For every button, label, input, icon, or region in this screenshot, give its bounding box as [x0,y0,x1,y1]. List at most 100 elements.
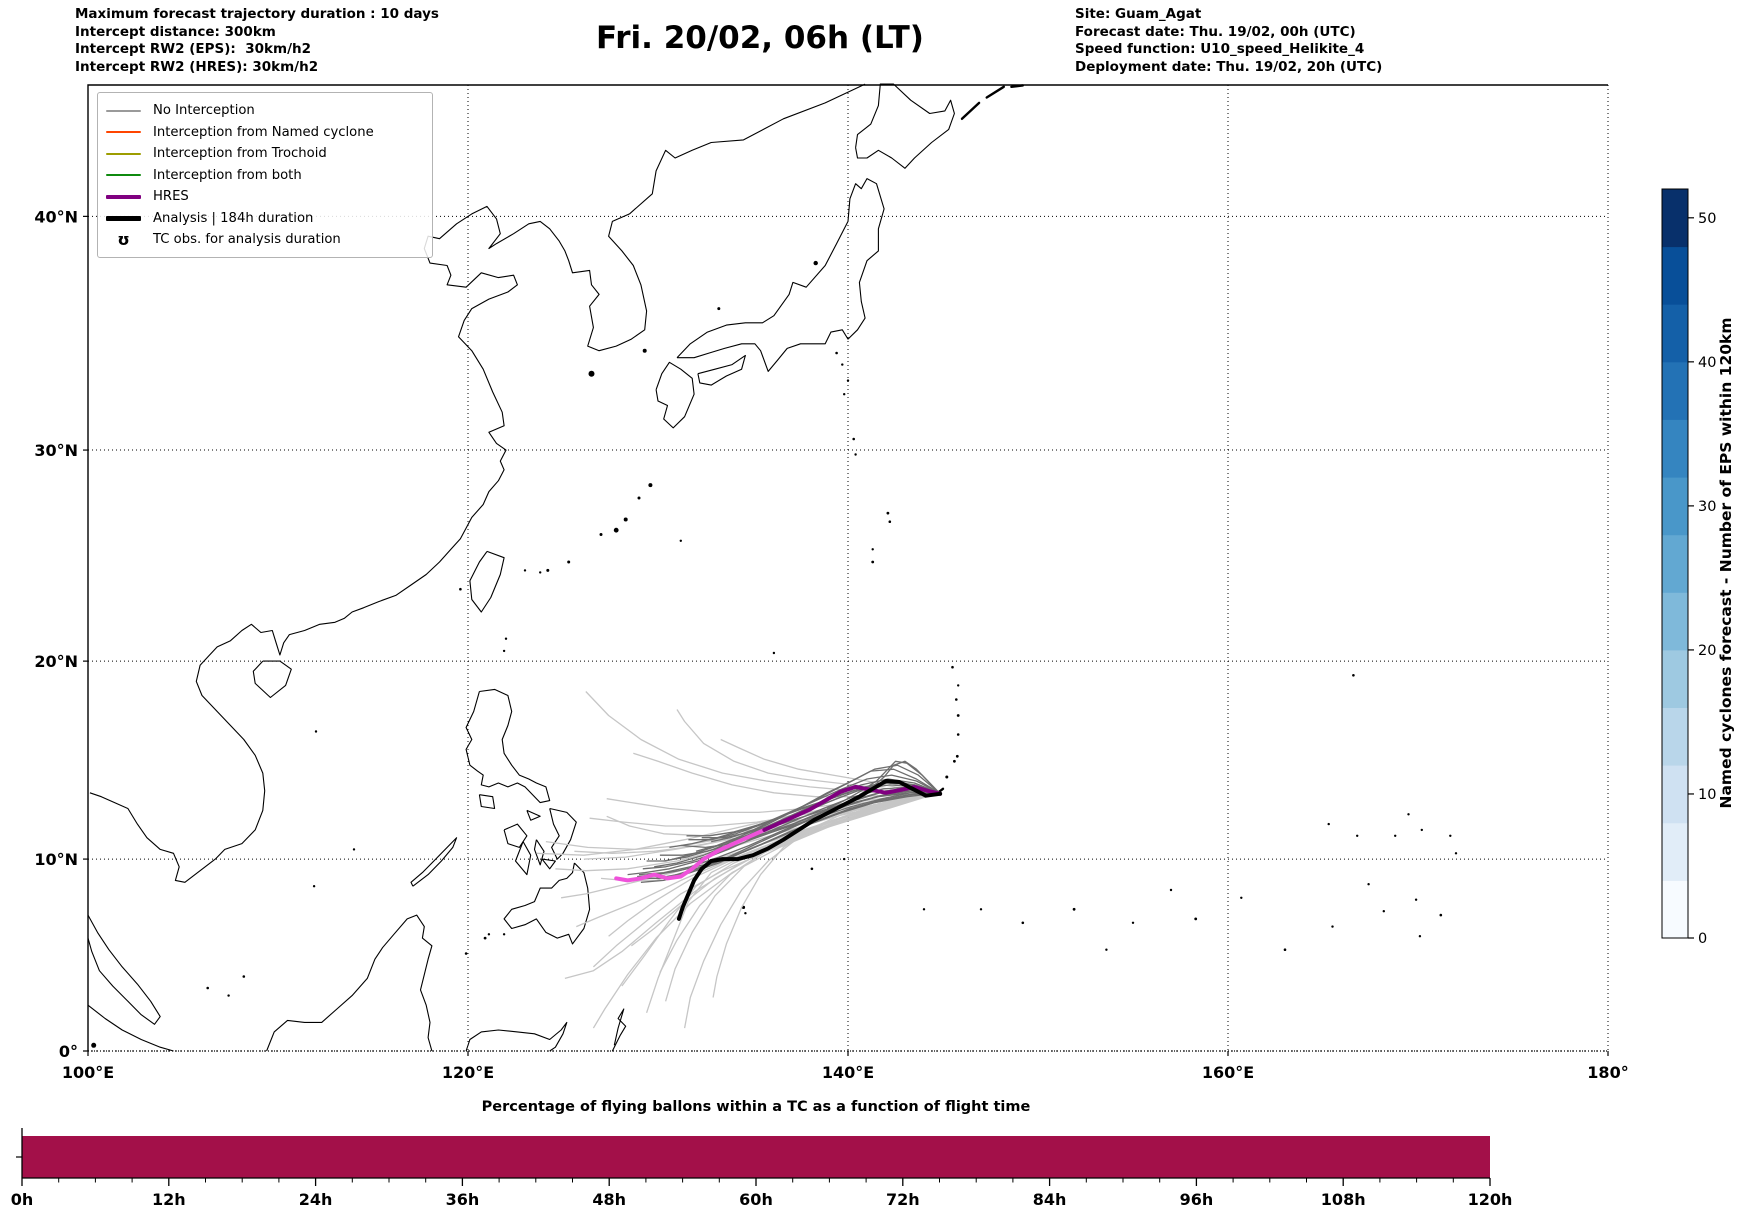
run-info-line: Site: Guam_Agat [1075,6,1202,22]
island-dot [871,560,875,564]
island-dot [854,453,857,456]
map-axis-ticks: 100°E 120°E 140°E 160°E 180° 0° 10°N 20°N 30°N 40… [34,207,1628,1082]
legend-line-swatch [106,174,141,177]
island-dot [841,363,844,366]
colorbar-segment [1662,477,1688,536]
island-dot [1454,852,1458,855]
colorbar-segment [1662,246,1688,305]
island-dot [648,483,653,488]
island-dot [523,569,527,572]
island-dot [956,714,960,717]
trajectories-hres-analysis [614,779,943,921]
island-dot [1169,888,1173,892]
island-dot [957,684,960,687]
legend-item-label: Analysis | 184h duration [153,210,314,226]
map-spines [87,84,1608,1051]
coastline [541,858,556,870]
coastline [87,1004,174,1052]
coastline [410,837,458,887]
coastline [266,914,433,1052]
coastline [549,807,577,860]
coastline [514,841,532,876]
colorbar-segment [1662,189,1688,248]
flight-bar-tick-label: 108h [1321,1190,1366,1209]
island-dot [1439,913,1443,917]
legend-item-analysis-184h-duration: Analysis | 184h duration [106,208,424,230]
island-dot [352,848,356,851]
island-dot [487,933,491,936]
island-dot [953,759,956,763]
flight-bar-tick-label: 96h [1180,1190,1214,1209]
legend-item-label: Interception from Trochoid [153,146,327,162]
colorbar-tick-label: 20 [1698,643,1716,659]
run-info-line: Speed function: U10_speed_Helikite_4 [1075,41,1365,57]
island-dot [1240,896,1243,899]
coastline [469,550,505,613]
legend-item-label: Interception from Named cyclone [153,124,374,140]
hres-trajectory-purple [762,784,943,832]
island-dot [1194,917,1198,921]
coastline [533,839,545,866]
colorbar-segment [1662,880,1688,939]
coastline [697,354,746,386]
tc-symbol-icon: ʊ [106,231,141,247]
island-dot [623,517,628,522]
forecast-params-block: Maximum forecast trajectory duration : 1… [75,6,439,76]
colorbar-segment [1662,534,1688,593]
colorbar-segment [1662,419,1688,478]
colorbar-segment [1662,304,1688,363]
legend-item-label: TC obs. for analysis duration [153,232,341,248]
island-dot [852,437,855,441]
coastline [503,823,528,848]
forecast-param-line: Intercept RW2 (EPS): 30km/h2 [75,41,311,57]
island-dot [744,912,747,915]
coastline [655,361,695,429]
island-dot [888,520,892,523]
island-dot [642,348,647,353]
colorbar-tick-label: 10 [1698,787,1716,803]
hres-trajectory-magenta [614,827,767,883]
run-info-line: Deployment date: Thu. 19/02, 20h (UTC) [1075,58,1383,75]
island-dot [483,936,487,940]
forecast-param-line: Intercept RW2 (HRES): 30km/h2 [75,58,319,75]
x-tick-label: 180° [1587,1063,1628,1082]
legend-line [106,109,141,112]
island-dot [613,527,619,533]
forecast-param-line: Intercept distance: 300km [75,23,276,40]
x-tick-label: 140°E [822,1063,874,1082]
colorbar-segment [1662,765,1688,824]
flight-bar-tick-label: 72h [886,1190,920,1209]
island-dot [1414,898,1418,901]
coastline [89,83,866,883]
coastline [465,688,551,804]
colorbar-label: Named cyclones forecast - Number of EPS … [1717,318,1735,809]
flight-bar-tick-label: 36h [446,1190,480,1209]
trajectory-no-interception [585,691,940,794]
legend-line-swatch [106,216,141,221]
island-dot [1331,925,1334,928]
island-dot [717,307,721,311]
x-tick-label: 100°E [62,1063,114,1082]
trajectory-no-interception [592,792,940,968]
island-dot [1407,813,1410,816]
legend-item-tc-obs-for-analysis-duration: ʊ TC obs. for analysis duration [106,229,424,251]
y-tick-label: 30°N [34,441,78,460]
x-tick-label: 120°E [442,1063,494,1082]
trajectory-eps-member [659,790,940,856]
flight-bar-title: Percentage of flying ballons within a TC… [481,1099,1031,1115]
flight-bar-tick-label: 24h [299,1190,333,1209]
colorbar: 0 10 20 30 40 50 [1661,188,1716,947]
island-dot [1352,674,1355,677]
trajectory-eps-member [859,760,940,796]
trajectory-no-interception [664,792,940,1002]
flight-bar-tick-label: 48h [592,1190,626,1209]
island-dot [1449,834,1452,837]
island-dot [464,952,468,955]
legend-item-interception-from-trochoid: Interception from Trochoid [106,143,424,165]
island-dot [539,571,542,574]
colorbar-segment [1662,649,1688,708]
island-dot [955,754,959,758]
colorbar-tick-label: 30 [1698,499,1716,515]
